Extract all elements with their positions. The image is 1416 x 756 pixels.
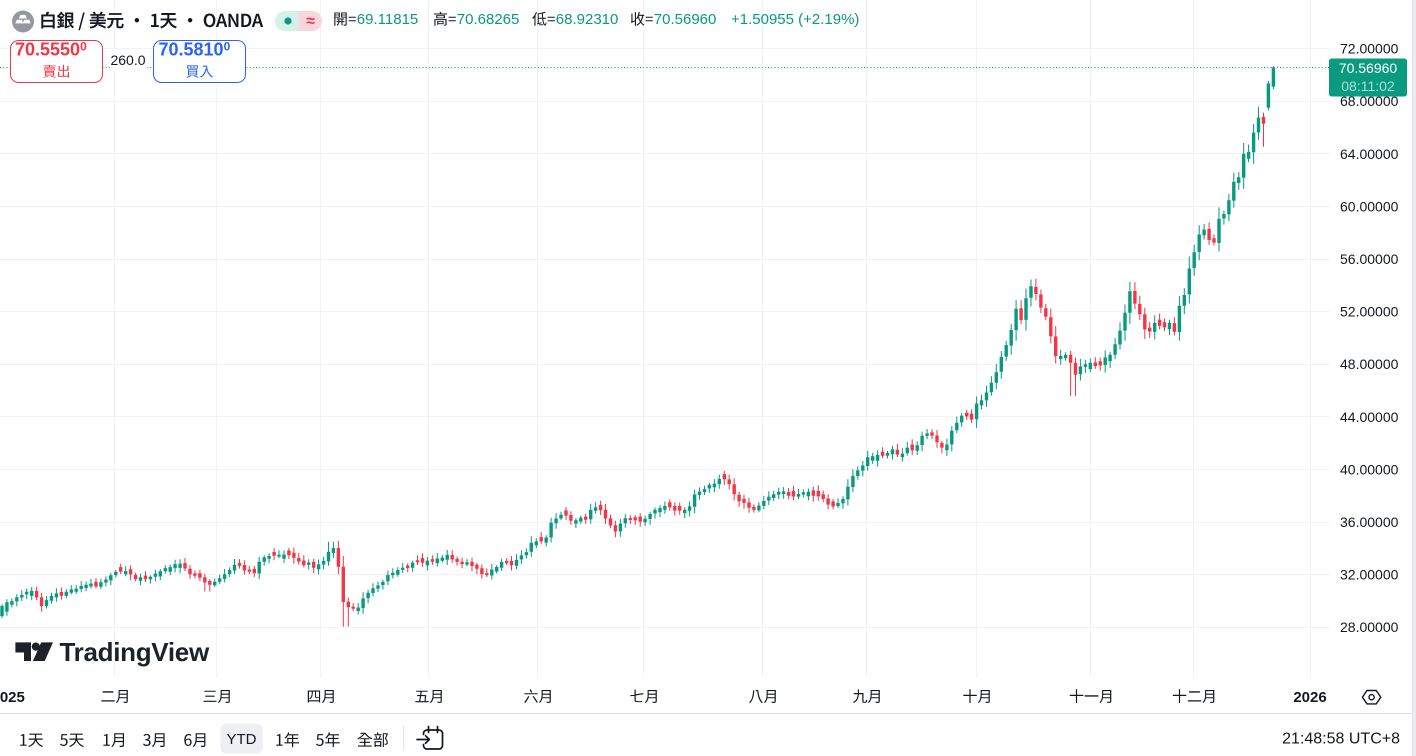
svg-text:70.56960: 70.56960 — [654, 11, 717, 28]
svg-text:70.55500: 70.55500 — [15, 40, 87, 60]
svg-text:68.92310: 68.92310 — [556, 11, 619, 28]
svg-text:21:48:58 UTC+8: 21:48:58 UTC+8 — [1282, 731, 1400, 748]
svg-text:260.0: 260.0 — [110, 52, 145, 68]
svg-text:40.00000: 40.00000 — [1340, 461, 1399, 477]
svg-text:36.00000: 36.00000 — [1340, 514, 1399, 530]
svg-text:44.00000: 44.00000 — [1340, 409, 1399, 425]
svg-text:52.00000: 52.00000 — [1340, 304, 1399, 320]
svg-text:64.00000: 64.00000 — [1340, 146, 1399, 162]
svg-text:2026: 2026 — [1293, 689, 1326, 706]
svg-text:TradingView: TradingView — [60, 637, 210, 667]
svg-text:YTD: YTD — [227, 731, 257, 748]
svg-text:≈: ≈ — [306, 13, 315, 30]
svg-text:08:11:02: 08:11:02 — [1341, 78, 1395, 94]
svg-text:70.68265: 70.68265 — [457, 11, 520, 28]
svg-text:68.00000: 68.00000 — [1340, 93, 1399, 109]
svg-text:+1.50955 (+2.19%): +1.50955 (+2.19%) — [731, 11, 859, 28]
svg-text:56.00000: 56.00000 — [1340, 251, 1399, 267]
svg-text:60.00000: 60.00000 — [1340, 198, 1399, 214]
svg-text:48.00000: 48.00000 — [1340, 356, 1399, 372]
svg-text:28.00000: 28.00000 — [1340, 619, 1399, 635]
svg-text:72.00000: 72.00000 — [1340, 41, 1399, 57]
svg-text:70.56960: 70.56960 — [1339, 60, 1398, 76]
svg-text:69.11815: 69.11815 — [357, 11, 418, 28]
svg-text:70.58100: 70.58100 — [159, 40, 231, 60]
svg-text:32.00000: 32.00000 — [1340, 567, 1399, 583]
